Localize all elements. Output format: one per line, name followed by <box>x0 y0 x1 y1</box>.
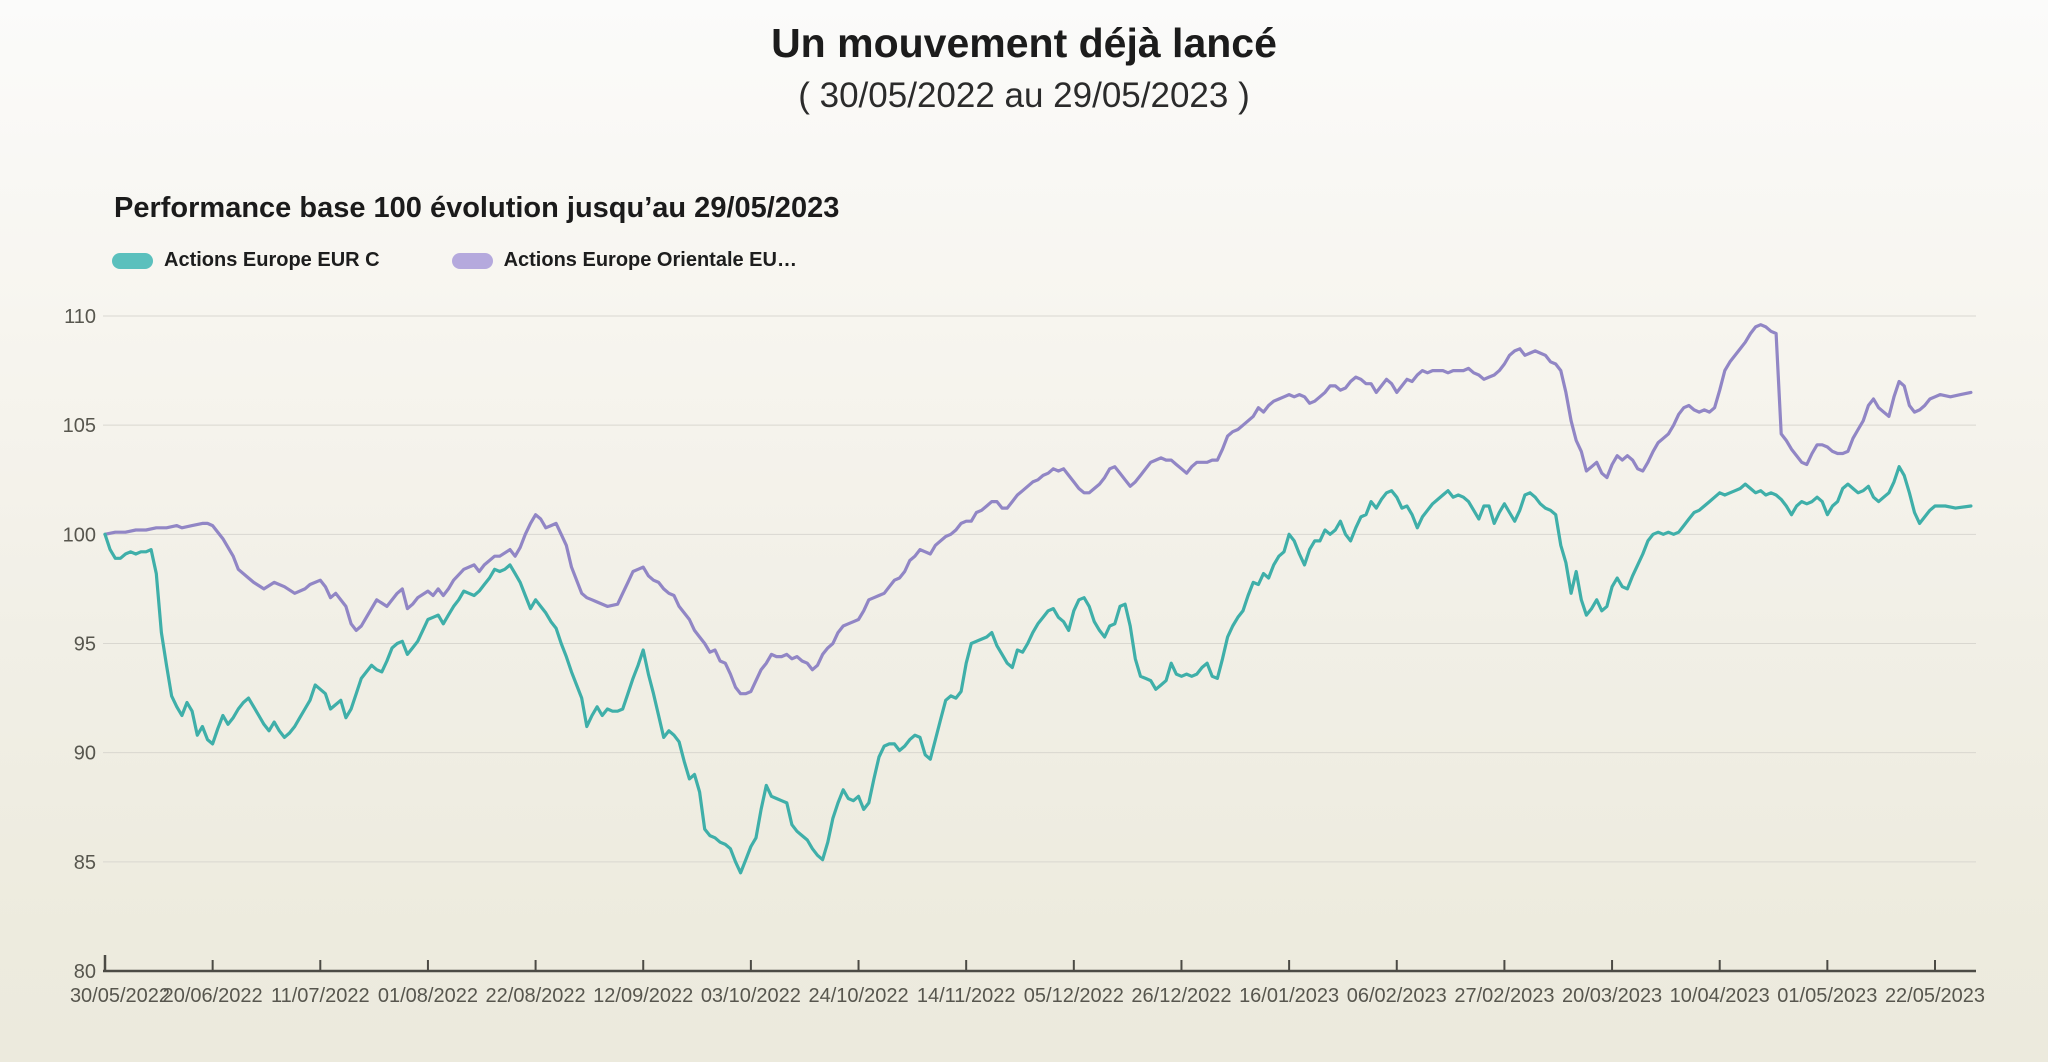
x-axis-label-15: 10/04/2023 <box>1670 985 1770 1007</box>
x-axis-label-12: 06/02/2023 <box>1347 985 1447 1007</box>
x-axis-label-14: 20/03/2023 <box>1562 985 1662 1007</box>
y-axis-label-80: 80 <box>74 961 96 983</box>
legend-swatch-teal-icon <box>112 252 153 269</box>
x-axis-label-3: 01/08/2022 <box>378 985 478 1007</box>
x-axis-label-11: 16/01/2023 <box>1239 985 1339 1007</box>
chart-heading: Performance base 100 évolution jusqu’au … <box>114 192 840 224</box>
legend-label-actions-europe: Actions Europe EUR C <box>164 249 380 271</box>
x-axis-label-10: 26/12/2022 <box>1131 985 1231 1007</box>
x-axis-label-13: 27/02/2023 <box>1454 985 1554 1007</box>
x-axis-label-0: 30/05/2022 <box>70 985 170 1007</box>
legend-item-actions-europe[interactable]: Actions Europe EUR C <box>112 249 380 272</box>
page-subtitle: ( 30/05/2022 au 29/05/2023 ) <box>798 76 1250 115</box>
y-axis-label-90: 90 <box>74 743 96 765</box>
legend-item-actions-europe-orientale[interactable]: Actions Europe Orientale EU… <box>451 249 797 272</box>
y-axis-label-100: 100 <box>63 524 96 546</box>
x-axis-label-1: 20/06/2022 <box>163 985 263 1007</box>
x-axis-label-7: 24/10/2022 <box>808 985 908 1007</box>
y-axis-label-85: 85 <box>74 852 96 874</box>
x-axis-label-9: 05/12/2022 <box>1024 985 1124 1007</box>
x-axis-label-2: 11/07/2022 <box>271 985 370 1007</box>
x-axis-label-5: 12/09/2022 <box>593 985 693 1007</box>
x-axis-label-16: 01/05/2023 <box>1777 985 1877 1007</box>
y-axis-label-95: 95 <box>74 634 96 656</box>
x-axis-label-17: 22/05/2023 <box>1885 985 1985 1007</box>
page-title: Un mouvement déjà lancé <box>771 20 1277 66</box>
legend-swatch-purple-icon <box>451 252 493 269</box>
y-axis-label-105: 105 <box>63 415 96 437</box>
x-axis-label-6: 03/10/2022 <box>701 985 801 1007</box>
x-axis-label-4: 22/08/2022 <box>486 985 586 1007</box>
x-axis-label-8: 14/11/2022 <box>917 985 1016 1007</box>
y-axis-label-110: 110 <box>64 306 96 328</box>
series-line-actions-europe-orientale[interactable] <box>103 323 1973 696</box>
series-line-actions-europe[interactable] <box>103 465 1973 875</box>
legend-label-actions-europe-orientale: Actions Europe Orientale EU… <box>503 249 797 271</box>
chart-legend: Actions Europe EUR C Actions Europe Orie… <box>112 249 797 272</box>
